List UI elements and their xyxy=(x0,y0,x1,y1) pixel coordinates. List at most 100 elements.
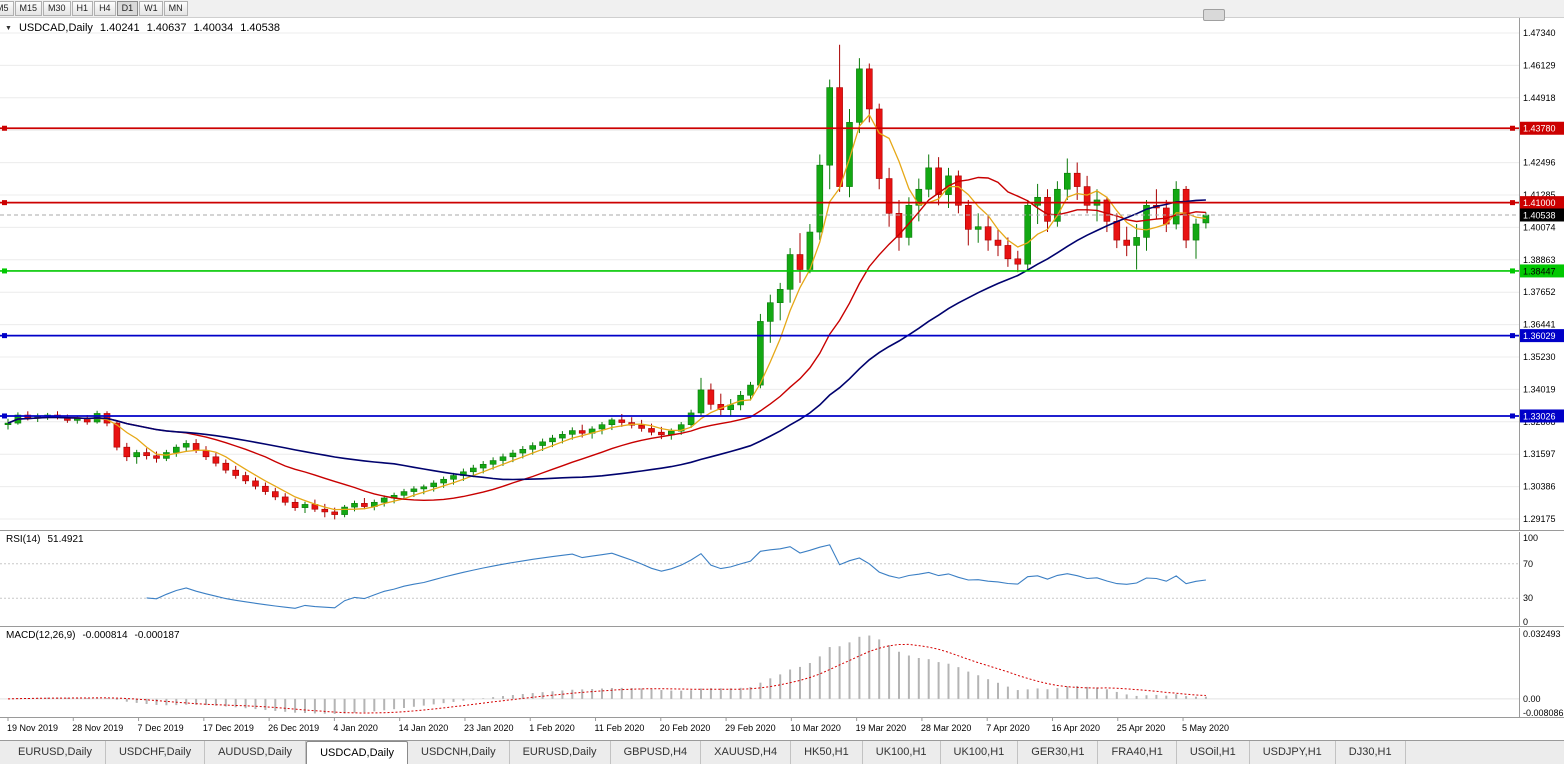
chart-window[interactable]: ▼ USDCAD,Daily 1.40241 1.40637 1.40034 1… xyxy=(0,18,1564,740)
line-handle[interactable] xyxy=(1510,333,1515,339)
svg-text:1.43780: 1.43780 xyxy=(1523,124,1556,134)
chart-tab-eurusd-daily[interactable]: EURUSD,Daily xyxy=(510,741,611,764)
svg-text:100: 100 xyxy=(1523,533,1538,543)
svg-text:1.30386: 1.30386 xyxy=(1523,482,1556,492)
date-label: 25 Apr 2020 xyxy=(1117,723,1166,733)
chart-tab-usdcad-daily[interactable]: USDCAD,Daily xyxy=(306,741,409,764)
date-label: 14 Jan 2020 xyxy=(399,723,449,733)
chart-tab-usdchf-daily[interactable]: USDCHF,Daily xyxy=(106,741,206,764)
timeframe-button-h1[interactable]: H1 xyxy=(71,1,94,16)
timeframe-button-m5[interactable]: M5 xyxy=(0,1,14,16)
macd-chart[interactable]: 0.032493 0.00 -0.008086 xyxy=(0,628,1564,718)
line-handle[interactable] xyxy=(2,333,7,339)
svg-text:1.37652: 1.37652 xyxy=(1523,287,1556,297)
rsi-value: 51.4921 xyxy=(47,534,84,545)
line-handle[interactable] xyxy=(2,268,7,274)
svg-text:1.40538: 1.40538 xyxy=(1523,210,1556,220)
date-label: 17 Dec 2019 xyxy=(203,723,254,733)
chart-tab-ger30-h1[interactable]: GER30,H1 xyxy=(1018,741,1099,764)
candles xyxy=(4,44,1210,520)
date-label: 5 May 2020 xyxy=(1182,723,1229,733)
svg-text:1.36029: 1.36029 xyxy=(1523,331,1556,341)
date-axis[interactable]: 19 Nov 2019 28 Nov 2019 7 Dec 2019 17 Dec 2… xyxy=(0,717,1564,740)
date-label: 7 Apr 2020 xyxy=(986,723,1030,733)
date-label: 7 Dec 2019 xyxy=(138,723,184,733)
line-handle[interactable] xyxy=(1510,200,1515,206)
chart-tabs-bar: EURUSD,Daily USDCHF,Daily AUDUSD,Daily USDC… xyxy=(0,740,1564,764)
macd-value-main: -0.000814 xyxy=(82,630,128,641)
date-label: 10 Mar 2020 xyxy=(790,723,841,733)
current-price-badge xyxy=(1520,208,1564,222)
chevron-down-icon[interactable]: ▼ xyxy=(5,24,12,32)
timeframe-toolbar: M5M15M30H1H4D1W1MN xyxy=(0,0,1564,18)
price-chart[interactable]: 1.291751.303861.315971.328081.340191.352… xyxy=(0,18,1564,530)
svg-text:1.29175: 1.29175 xyxy=(1523,514,1556,524)
date-axis-wrap: 19 Nov 2019 28 Nov 2019 7 Dec 2019 17 Dec 2… xyxy=(0,717,1564,740)
timeframe-button-h4[interactable]: H4 xyxy=(94,1,116,16)
timeframe-button-m15[interactable]: M15 xyxy=(14,1,43,16)
macd-value-signal: -0.000187 xyxy=(134,630,180,641)
date-label: 20 Feb 2020 xyxy=(660,723,711,733)
timeframe-button-mn[interactable]: MN xyxy=(163,1,188,16)
line-handle[interactable] xyxy=(1510,413,1515,419)
svg-text:30: 30 xyxy=(1523,593,1533,603)
ma-line-5 xyxy=(7,113,1206,511)
rsi-panel[interactable]: RSI(14) 51.4921 100 70 30 0 xyxy=(0,530,1564,627)
chart-shift-marker[interactable] xyxy=(1203,9,1225,21)
date-label: 29 Feb 2020 xyxy=(725,723,776,733)
chart-header: ▼ USDCAD,Daily 1.40241 1.40637 1.40034 1… xyxy=(5,22,280,34)
svg-text:0: 0 xyxy=(1523,617,1528,627)
date-label: 28 Nov 2019 xyxy=(72,723,123,733)
ohlc-open: 1.40241 xyxy=(99,22,140,34)
date-label: 23 Jan 2020 xyxy=(464,723,514,733)
price-badge-1.33026 xyxy=(1520,409,1564,423)
chart-tab-uk100-h1[interactable]: UK100,H1 xyxy=(863,741,941,764)
rsi-chart[interactable]: 100 70 30 0 xyxy=(0,532,1564,627)
line-handle[interactable] xyxy=(2,413,7,419)
macd-panel[interactable]: MACD(12,26,9) -0.000814 -0.000187 0.0324… xyxy=(0,626,1564,718)
ma-line-40 xyxy=(7,199,1206,481)
chart-tab-audusd-daily[interactable]: AUDUSD,Daily xyxy=(205,741,307,764)
svg-text:70: 70 xyxy=(1523,559,1533,569)
line-handle[interactable] xyxy=(2,200,7,206)
rsi-label: RSI(14) xyxy=(6,534,41,545)
svg-text:1.40074: 1.40074 xyxy=(1523,222,1556,232)
chart-tab-dj30-h1[interactable]: DJ30,H1 xyxy=(1336,741,1406,764)
timeframe-button-d1[interactable]: D1 xyxy=(116,1,139,16)
timeframe-button-w1[interactable]: W1 xyxy=(139,1,163,16)
chart-tab-eurusd-daily[interactable]: EURUSD,Daily xyxy=(5,741,106,764)
timeframe-button-m30[interactable]: M30 xyxy=(43,1,71,16)
date-label: 1 Feb 2020 xyxy=(529,723,575,733)
macd-label: MACD(12,26,9) xyxy=(6,630,76,641)
svg-text:1.35230: 1.35230 xyxy=(1523,352,1556,362)
svg-text:1.33026: 1.33026 xyxy=(1523,411,1556,421)
chart-tab-uk100-h1[interactable]: UK100,H1 xyxy=(941,741,1019,764)
ohlc-high: 1.40637 xyxy=(146,22,187,34)
svg-text:1.46129: 1.46129 xyxy=(1523,60,1556,70)
svg-text:1.31597: 1.31597 xyxy=(1523,449,1556,459)
chart-tab-hk50-h1[interactable]: HK50,H1 xyxy=(791,741,863,764)
symbol-label: USDCAD,Daily xyxy=(18,22,93,34)
chart-tab-gbpusd-h4[interactable]: GBPUSD,H4 xyxy=(611,741,702,764)
ma-line-18 xyxy=(7,176,1206,502)
line-handle[interactable] xyxy=(1510,268,1515,274)
chart-tab-usdjpy-h1[interactable]: USDJPY,H1 xyxy=(1250,741,1336,764)
svg-text:0.032493: 0.032493 xyxy=(1523,629,1561,639)
date-label: 26 Dec 2019 xyxy=(268,723,319,733)
price-badge-1.36029 xyxy=(1520,329,1564,343)
ohlc-close: 1.40538 xyxy=(240,22,280,34)
svg-text:1.47340: 1.47340 xyxy=(1523,28,1556,38)
date-label: 28 Mar 2020 xyxy=(921,723,972,733)
date-label: 19 Nov 2019 xyxy=(7,723,58,733)
chart-tab-usoil-h1[interactable]: USOil,H1 xyxy=(1177,741,1250,764)
svg-text:1.42496: 1.42496 xyxy=(1523,158,1556,168)
line-handle[interactable] xyxy=(1510,125,1515,131)
chart-tab-usdcnh-daily[interactable]: USDCNH,Daily xyxy=(408,741,510,764)
macd-histogram xyxy=(16,635,1207,714)
svg-text:1.44918: 1.44918 xyxy=(1523,93,1556,103)
svg-text:1.38863: 1.38863 xyxy=(1523,255,1556,265)
chart-tab-fra40-h1[interactable]: FRA40,H1 xyxy=(1098,741,1177,764)
chart-tab-xauusd-h4[interactable]: XAUUSD,H4 xyxy=(701,741,792,764)
line-handle[interactable] xyxy=(2,125,7,131)
date-label: 11 Feb 2020 xyxy=(595,723,645,733)
